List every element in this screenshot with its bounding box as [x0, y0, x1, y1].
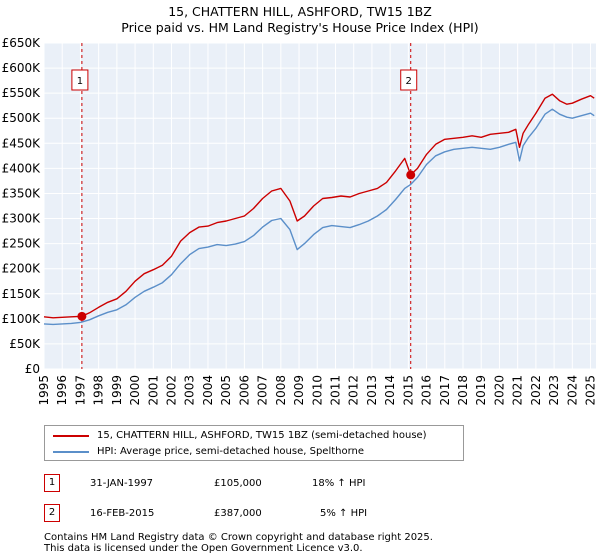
chart-subtitle: Price paid vs. HM Land Registry's House … [121, 20, 478, 35]
y-tick-label: £50K [9, 337, 41, 351]
y-tick-label: £150K [2, 287, 42, 301]
sale-label-box [71, 69, 89, 91]
sale-point [77, 311, 87, 321]
x-tick-label: 1997 [73, 375, 87, 406]
sale-row: 1 31-JAN-1997 £105,000 18% ↑ HPI [44, 474, 464, 494]
x-tick-label: 2000 [128, 375, 142, 406]
x-tick-label: 2014 [383, 375, 397, 406]
legend-item-property: 15, CHATTERN HILL, ASHFORD, TW15 1BZ (se… [53, 428, 453, 444]
legend-item-hpi: HPI: Average price, semi-detached house,… [53, 444, 453, 460]
y-tick-label: £350K [2, 186, 42, 200]
y-tick-label: £650K [2, 36, 42, 50]
x-tick-label: 2025 [584, 375, 598, 406]
sale-hpi-change: 18% ↑ HPI [312, 478, 366, 489]
x-tick-label: 2001 [146, 375, 160, 406]
x-tick-label: 2020 [492, 375, 506, 406]
footer-copyright: Contains HM Land Registry data © Crown c… [44, 532, 433, 543]
x-tick-label: 2017 [438, 375, 452, 406]
property-series-line [43, 93, 595, 319]
plot-background [44, 43, 596, 369]
y-tick-label: £450K [2, 136, 42, 150]
x-tick-label: 2010 [310, 375, 324, 406]
x-tick-label: 2012 [347, 375, 361, 406]
x-tick-label: 2011 [328, 375, 342, 406]
y-tick-label: £0 [25, 362, 40, 376]
x-tick-label: 1998 [92, 375, 106, 406]
x-tick-label: 1996 [55, 375, 69, 406]
x-tick-label: 2024 [565, 375, 579, 406]
x-tick-label: 2004 [201, 375, 215, 406]
x-tick-label: 2018 [456, 375, 470, 406]
sale-label-number: 1 [77, 76, 83, 87]
hpi-series-line [43, 108, 595, 326]
x-tick-label: 2015 [401, 375, 415, 406]
sale-price: £387,000 [214, 508, 262, 519]
y-tick-label: £100K [2, 312, 42, 326]
sale-label-box [400, 69, 418, 91]
y-tick-label: £300K [2, 212, 42, 226]
sale-row: 2 16-FEB-2015 £387,000 5% ↑ HPI [44, 504, 464, 524]
x-tick-label: 2002 [165, 375, 179, 406]
sale-number-badge: 1 [44, 474, 60, 492]
legend-swatch-hpi [53, 451, 89, 453]
legend-label-hpi: HPI: Average price, semi-detached house,… [97, 446, 365, 457]
legend-swatch-property [53, 435, 89, 437]
sale-date: 16-FEB-2015 [90, 508, 155, 519]
y-tick-label: £550K [2, 86, 42, 100]
x-tick-label: 2005 [219, 375, 233, 406]
sale-label-number: 2 [406, 76, 412, 87]
y-tick-label: £500K [2, 111, 42, 125]
y-tick-label: £600K [2, 61, 42, 75]
sale-point [406, 170, 416, 180]
chart-title: 15, CHATTERN HILL, ASHFORD, TW15 1BZ [168, 4, 432, 19]
sale-hpi-change: 5% ↑ HPI [320, 508, 368, 519]
footer: Contains HM Land Registry data © Crown c… [44, 532, 433, 554]
x-tick-label: 2021 [511, 375, 525, 406]
x-tick-label: 2007 [256, 375, 270, 406]
x-tick-label: 1995 [37, 375, 51, 406]
y-tick-label: £400K [2, 161, 42, 175]
sale-price: £105,000 [214, 478, 262, 489]
legend-label-property: 15, CHATTERN HILL, ASHFORD, TW15 1BZ (se… [97, 430, 427, 441]
x-tick-label: 1999 [110, 375, 124, 406]
x-tick-label: 2019 [474, 375, 488, 406]
sale-number-badge: 2 [44, 504, 60, 522]
price-chart: 15, CHATTERN HILL, ASHFORD, TW15 1BZ Pri… [2, 4, 598, 406]
x-tick-label: 2003 [183, 375, 197, 406]
x-tick-label: 2023 [547, 375, 561, 406]
x-tick-label: 2009 [292, 375, 306, 406]
x-tick-label: 2016 [420, 375, 434, 406]
legend: 15, CHATTERN HILL, ASHFORD, TW15 1BZ (se… [44, 425, 464, 461]
x-tick-label: 2013 [365, 375, 379, 406]
y-tick-label: £250K [2, 237, 42, 251]
plot-area: £0 £50K £100K £150K £200K £250K £300K £350K £400… [2, 36, 598, 406]
x-tick-label: 2008 [274, 375, 288, 406]
y-tick-label: £200K [2, 262, 42, 276]
sale-date: 31-JAN-1997 [90, 478, 154, 489]
x-tick-label: 2022 [529, 375, 543, 406]
footer-licence: This data is licensed under the Open Gov… [44, 543, 363, 554]
x-tick-label: 2006 [237, 375, 251, 406]
